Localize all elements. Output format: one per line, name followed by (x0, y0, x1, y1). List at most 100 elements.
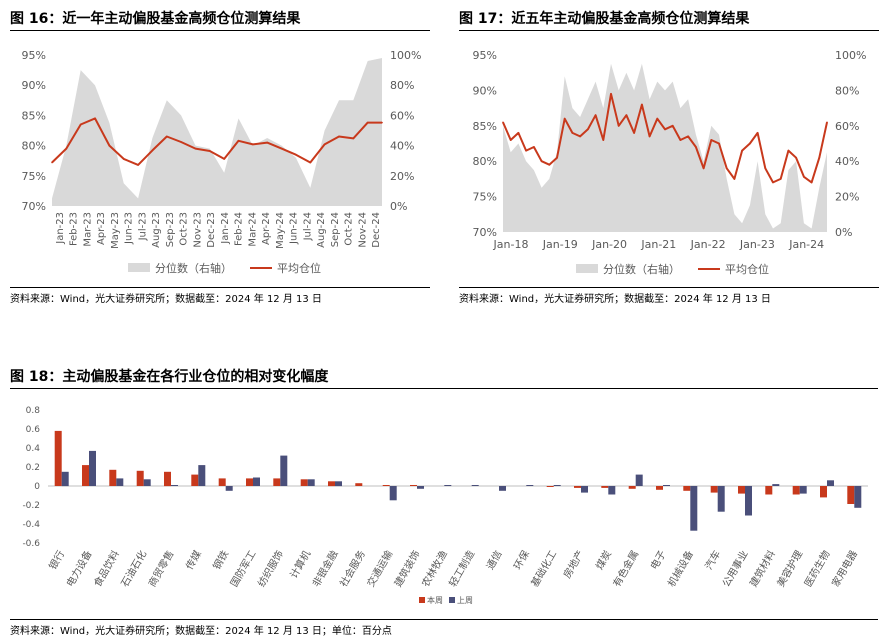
fig16-line-point (323, 143, 326, 146)
fig16-line-point (223, 158, 225, 160)
fig17-x-tick: Jan-19 (542, 238, 578, 251)
fig18-y-tick: 0.8 (26, 406, 41, 416)
fig17-line-point (756, 132, 759, 134)
fig18-bar-last-week (198, 465, 206, 486)
fig17-line-point (764, 167, 767, 170)
fig16-x-tick: May-24 (275, 212, 286, 249)
fig17-line-point (671, 125, 674, 127)
fig17-x-tick: Jan-23 (739, 238, 775, 251)
fig18-y-tick: 0.2 (26, 463, 40, 473)
fig18-bar-last-week (471, 485, 479, 486)
fig18-bar-this-week (683, 486, 691, 491)
fig16-line-point (366, 121, 369, 124)
fig18-legend-swatch (449, 597, 455, 603)
fig18-x-tick: 钢铁 (210, 548, 231, 572)
fig18-bar-this-week (656, 486, 663, 490)
fig17-line-point (725, 167, 728, 170)
fig17-y-left-tick: 80% (473, 155, 497, 168)
fig16-line-point (137, 164, 139, 166)
fig17-line-point (718, 142, 720, 145)
fig18-x-tick: 电力设备 (63, 548, 94, 589)
fig18-bar-this-week (300, 479, 308, 486)
fig17-line-point (648, 135, 651, 138)
fig18-bar-this-week (820, 486, 827, 498)
fig17-line-point (695, 146, 697, 148)
fig18-x-tick: 建筑材料 (747, 548, 778, 589)
fig18-bar-last-week (499, 486, 506, 491)
fig17-line-point (795, 156, 797, 159)
fig18-bar-last-week (417, 486, 424, 489)
fig18-bar-this-week (546, 486, 554, 487)
fig16-x-tick: May-23 (110, 212, 121, 249)
fig16-legend-line-label: 平均仓位 (277, 261, 321, 275)
fig16-x-tick: Sep-23 (165, 212, 176, 247)
fig18-bar-last-week (690, 486, 698, 531)
fig18-bar-this-week (328, 481, 335, 487)
fig16-line-point (65, 147, 68, 150)
fig16-x-tick: Nov-24 (357, 212, 368, 248)
fig17-line-point (826, 121, 828, 124)
fig18-bar-last-week (635, 474, 643, 486)
fig17-line-point (803, 176, 805, 178)
fig18-bar-this-week (54, 430, 62, 486)
fig16-y-right-tick: 80% (390, 79, 414, 92)
fig17-title: 图 17：近五年主动偏股基金高频仓位测算结果 (459, 11, 750, 27)
fig17-y-right-tick: 100% (835, 49, 866, 62)
fig17-line-point (502, 121, 504, 124)
fig17-y-right-tick: 80% (835, 84, 859, 97)
fig17-y-left-tick: 85% (473, 120, 497, 133)
fig17-line-point (571, 132, 574, 134)
fig17-line-point (617, 125, 620, 127)
fig18-source: 资料来源：Wind，光大证券研究所；数据截至：2024 年 12 月 13 日；… (10, 626, 392, 637)
fig18-bar-last-week (553, 485, 561, 486)
fig18-bar-last-week (854, 486, 862, 508)
fig17-line-point (710, 139, 713, 141)
fig16-x-tick: Apr-23 (96, 212, 107, 245)
fig16-legend-area-swatch (128, 263, 150, 272)
fig16-y-left-tick: 85% (22, 109, 46, 122)
fig18-bar-this-week (355, 483, 363, 486)
fig18-bar-last-week (581, 486, 588, 493)
fig18-bar-this-week (191, 474, 199, 486)
fig18-bar-this-week (246, 478, 253, 486)
fig17-area-percentile (503, 63, 827, 232)
fig18-bar-last-week (253, 477, 260, 486)
fig18-bar-last-week (745, 486, 752, 516)
fig17-y-left-tick: 75% (473, 191, 497, 204)
fig17-line-point (656, 117, 659, 120)
fig17-line-point (702, 167, 705, 170)
fig17-line-point (772, 181, 774, 184)
fig17-y-left-tick: 90% (473, 84, 497, 97)
fig18-x-tick: 公用事业 (719, 548, 750, 589)
fig18-bar-this-week (109, 469, 117, 486)
fig18-x-tick: 汽车 (702, 548, 723, 572)
fig16-line-point (151, 149, 154, 152)
fig16-line-point (295, 153, 297, 156)
fig16-line-point (166, 135, 168, 138)
fig17-line-point (540, 160, 543, 162)
fig18-bar-this-week (218, 478, 226, 486)
fig18-bar-this-week (738, 486, 745, 494)
fig18-bar-this-week (382, 485, 390, 486)
fig17-y-right-tick: 20% (835, 191, 859, 204)
fig16-x-tick: Mar-23 (82, 212, 93, 247)
fig18-bar-last-week (717, 486, 725, 512)
fig18-bar-last-week (143, 479, 151, 486)
fig17-x-tick: Jan-22 (690, 238, 726, 251)
fig17-y-right-tick: 40% (835, 155, 859, 168)
fig16-x-tick: Oct-24 (344, 212, 355, 246)
fig17-line-point (679, 139, 682, 141)
fig16-line-point (352, 137, 355, 140)
fig18-y-tick: 0 (34, 482, 40, 492)
fig16-y-right-tick: 40% (390, 140, 414, 153)
fig16-y-left-tick: 70% (22, 200, 46, 213)
fig17-y-right-tick: 60% (835, 120, 859, 133)
fig18-bar-last-week (526, 485, 534, 486)
fig17-line-point (733, 178, 736, 180)
fig16-y-right-tick: 60% (390, 109, 414, 122)
fig17-line-point (602, 139, 605, 141)
fig16-line-point (209, 150, 211, 152)
fig17-legend-line-label: 平均仓位 (725, 262, 769, 276)
fig16-x-tick: Feb-23 (69, 212, 80, 246)
fig17-line-point (610, 93, 612, 95)
